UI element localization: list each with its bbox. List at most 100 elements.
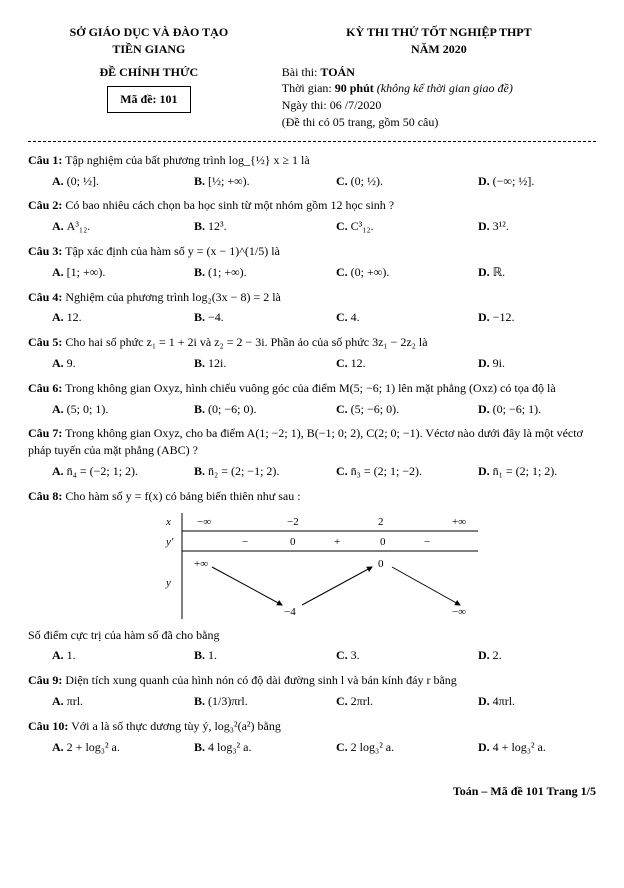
question-7: Câu 7: Trong không gian Oxyz, cho ba điể… xyxy=(28,425,596,459)
official-label: ĐỀ CHÍNH THỨC xyxy=(28,64,270,81)
option-a: A. (0; ½]. xyxy=(28,173,170,190)
option-a: A. 1. xyxy=(28,647,170,664)
subject-name: TOÁN xyxy=(320,65,354,79)
vt-sign-5: − xyxy=(424,536,430,548)
question-1: Câu 1: Tập nghiệm của bất phương trình l… xyxy=(28,152,596,169)
option-c: C. 12. xyxy=(312,355,454,372)
question-8-subtext: Số điểm cực trị của hàm số đã cho bằng xyxy=(28,627,596,644)
question-label: Câu 4: xyxy=(28,290,62,304)
option-b: B. 12i. xyxy=(170,355,312,372)
option-c: C. 2 log₃² a. xyxy=(312,739,454,756)
option-d-text: n̄₁ = (2; 1; 2). xyxy=(493,464,558,478)
option-b-text: (1/3)πrl. xyxy=(208,694,248,708)
vt-y-0: 0 xyxy=(378,558,384,570)
vt-x-pinf: +∞ xyxy=(452,516,466,528)
option-b-text: 12³. xyxy=(208,219,227,233)
vt-x-ninf: −∞ xyxy=(197,516,211,528)
options-row: A. (5; 0; 1). B. (0; −6; 0). C. (5; −6; … xyxy=(28,401,596,418)
option-a-text: πrl. xyxy=(67,694,83,708)
vt-y-label: y xyxy=(165,577,171,589)
option-a-text: n̄₄ = (−2; 1; 2). xyxy=(67,464,138,478)
question-label: Câu 10: xyxy=(28,719,68,733)
option-c-text: C³₁₂. xyxy=(351,219,374,233)
question-text: Diện tích xung quanh của hình nón có độ … xyxy=(62,673,456,687)
vt-yprime-label: y' xyxy=(165,536,174,548)
option-d: D. 9i. xyxy=(454,355,596,372)
question-text: Tập nghiệm của bất phương trình log_{½} … xyxy=(62,153,309,167)
question-10: Câu 10: Với a là số thực dương tùy ý, lo… xyxy=(28,718,596,735)
option-d-text: 3¹². xyxy=(493,219,509,233)
question-4: Câu 4: Nghiệm của phương trình log₂(3x −… xyxy=(28,289,596,306)
question-5: Câu 5: Cho hai số phức z₁ = 1 + 2i và z₂… xyxy=(28,334,596,351)
option-b: B. (1/3)πrl. xyxy=(170,693,312,710)
option-c-text: 4. xyxy=(351,310,360,324)
option-d-text: (0; −6; 1). xyxy=(493,402,541,416)
option-b: B. 1. xyxy=(170,647,312,664)
option-a: A. n̄₄ = (−2; 1; 2). xyxy=(28,463,170,480)
option-a-text: (0; ½]. xyxy=(67,174,99,188)
question-label: Câu 5: xyxy=(28,335,62,349)
question-text: Trong không gian Oxyz, hình chiếu vuông … xyxy=(62,381,555,395)
options-row: A. πrl. B. (1/3)πrl. C. 2πrl. D. 4πrl. xyxy=(28,693,596,710)
option-a-text: 1. xyxy=(67,648,76,662)
option-b-text: (0; −6; 0). xyxy=(208,402,256,416)
vt-sign-4: 0 xyxy=(380,536,386,548)
option-d: D. 2. xyxy=(454,647,596,664)
org-line-2: TIỀN GIANG xyxy=(28,41,270,58)
exam-code: Mã đề: 101 xyxy=(107,86,190,113)
option-c: C. 3. xyxy=(312,647,454,664)
option-b: B. [½; +∞). xyxy=(170,173,312,190)
options-row: A. n̄₄ = (−2; 1; 2). B. n̄₂ = (2; −1; 2)… xyxy=(28,463,596,480)
option-c: C. (0; ½). xyxy=(312,173,454,190)
option-b-text: 4 log₃² a. xyxy=(208,740,251,754)
option-d: D. 3¹². xyxy=(454,218,596,235)
question-text: Nghiệm của phương trình log₂(3x − 8) = 2… xyxy=(62,290,281,304)
question-text: Trong không gian Oxyz, cho ba điểm A(1; … xyxy=(28,426,583,457)
option-c: C. 2πrl. xyxy=(312,693,454,710)
time-label: Thời gian: xyxy=(282,81,335,95)
option-d-text: (−∞; ½]. xyxy=(493,174,535,188)
page-footer: Toán – Mã đề 101 Trang 1/5 xyxy=(28,783,596,800)
option-c-text: 2πrl. xyxy=(351,694,373,708)
vt-x-label: x xyxy=(165,516,171,528)
option-d-text: ℝ. xyxy=(493,265,506,279)
options-row: A. [1; +∞). B. (1; +∞). C. (0; +∞). D. ℝ… xyxy=(28,264,596,281)
variation-table: x y' y −∞ −2 2 +∞ − 0 + 0 − +∞ 0 −4 −∞ xyxy=(142,511,482,621)
time-note: (không kể thời gian giao đề) xyxy=(377,81,513,95)
question-9: Câu 9: Diện tích xung quanh của hình nón… xyxy=(28,672,596,689)
vt-y-ninf: −∞ xyxy=(452,606,466,618)
option-b-text: 12i. xyxy=(208,356,226,370)
option-b: B. 12³. xyxy=(170,218,312,235)
vt-sign-2: 0 xyxy=(290,536,296,548)
exam-info: (Đề thi có 05 trang, gồm 50 câu) xyxy=(282,114,596,131)
option-c-text: (0; ½). xyxy=(351,174,383,188)
vt-x-2: 2 xyxy=(378,516,384,528)
org-line-1: SỞ GIÁO DỤC VÀ ĐÀO TẠO xyxy=(28,24,270,41)
options-row: A. 12. B. −4. C. 4. D. −12. xyxy=(28,309,596,326)
option-d: D. (0; −6; 1). xyxy=(454,401,596,418)
option-b: B. 4 log₃² a. xyxy=(170,739,312,756)
question-label: Câu 9: xyxy=(28,673,62,687)
vt-x-m2: −2 xyxy=(287,516,299,528)
option-c: C. 4. xyxy=(312,309,454,326)
option-d-text: 9i. xyxy=(493,356,505,370)
option-d: D. ℝ. xyxy=(454,264,596,281)
options-row: A. 1. B. 1. C. 3. D. 2. xyxy=(28,647,596,664)
option-d-text: 4πrl. xyxy=(493,694,515,708)
time-value: 90 phút xyxy=(335,81,377,95)
option-c: C. (5; −6; 0). xyxy=(312,401,454,418)
option-c-text: 2 log₃² a. xyxy=(351,740,394,754)
option-a-text: A³₁₂. xyxy=(67,219,91,233)
option-a-text: (5; 0; 1). xyxy=(67,402,109,416)
vt-y-m4: −4 xyxy=(284,606,296,618)
question-label: Câu 2: xyxy=(28,198,62,212)
option-c-text: 3. xyxy=(351,648,360,662)
question-label: Câu 7: xyxy=(28,426,62,440)
option-a: A. πrl. xyxy=(28,693,170,710)
option-c: C. n̄₃ = (2; 1; −2). xyxy=(312,463,454,480)
question-text: Cho hàm số y = f(x) có bảng biến thiên n… xyxy=(62,489,300,503)
option-c-text: (0; +∞). xyxy=(351,265,390,279)
option-b-text: n̄₂ = (2; −1; 2). xyxy=(208,464,279,478)
question-label: Câu 8: xyxy=(28,489,62,503)
options-row: A. (0; ½]. B. [½; +∞). C. (0; ½). D. (−∞… xyxy=(28,173,596,190)
